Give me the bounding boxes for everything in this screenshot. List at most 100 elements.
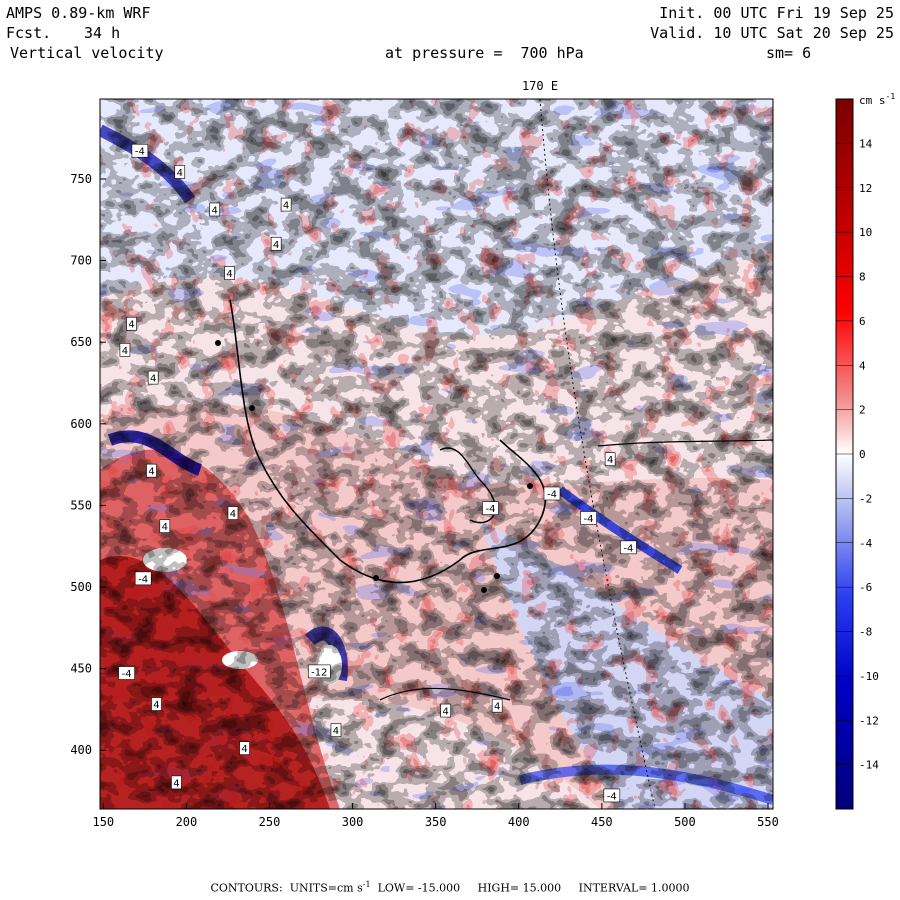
contour-label: 4	[162, 522, 168, 533]
colorbar-units: cm s-1	[859, 92, 895, 107]
field-contour-texture	[100, 99, 773, 809]
contour-label-box	[543, 486, 561, 501]
colorbar-tick-label: 0	[859, 448, 866, 461]
contour-label: -4	[486, 504, 496, 515]
y-tick-label: 650	[70, 335, 92, 349]
colorbar-tick-label: -10	[859, 670, 879, 683]
contour-label-box	[146, 463, 157, 478]
contour-label-box	[227, 506, 239, 520]
station-dot	[481, 587, 487, 593]
contour-label: -4	[623, 543, 633, 554]
contour-label-box	[604, 452, 616, 467]
plot-frame	[99, 98, 774, 810]
model-title: AMPS 0.89-km WRF	[6, 4, 151, 22]
y-tick-label: 500	[70, 580, 92, 594]
x-tick-label: 450	[591, 815, 613, 829]
colorbar-tick-label: 2	[859, 404, 866, 417]
contour-label: -4	[607, 791, 617, 802]
contour-label-box	[440, 703, 451, 718]
shelf-line	[379, 687, 511, 701]
contour-label: -4	[547, 489, 557, 500]
contour-label-box	[330, 723, 342, 737]
contour-label: 4	[442, 707, 448, 718]
station-dot	[215, 340, 221, 346]
footer-high: HIGH= 15.000	[477, 881, 562, 895]
contour-label: 4	[122, 346, 128, 357]
station-dot	[527, 483, 533, 489]
contour-label-box	[224, 266, 235, 280]
init-time: Init. 00 UTC Fri 19 Sep 25	[659, 4, 894, 22]
contour-label: 4	[241, 744, 247, 755]
contour-label-box	[174, 165, 186, 179]
contour-label: 4	[607, 455, 613, 466]
contour-label-box	[147, 370, 159, 385]
y-tick-label: 550	[70, 498, 92, 512]
colorbar-units-text: cm s	[859, 94, 886, 107]
colorbar-tick-label: -6	[859, 581, 872, 594]
y-axis: 400 450 500 550 600 650 700 750	[70, 172, 106, 757]
contour-label: -4	[122, 669, 132, 680]
contour-label: -4	[135, 147, 145, 158]
station-dot	[249, 405, 255, 411]
colorbar-ticks: 14 12 10 8 6 4 2 0 -2 -4 -6 -8 -10 -12 -14	[836, 137, 879, 772]
x-tick-label: 400	[508, 815, 530, 829]
contour-label: 4	[333, 726, 339, 737]
contour-label: -4	[584, 514, 594, 525]
y-tick-label: 750	[70, 172, 92, 186]
footer-units-exponent: -1	[362, 880, 371, 889]
contour-label-box	[171, 775, 182, 790]
colorbar-tick-label: -14	[859, 759, 879, 772]
colorbar-tick-label: -12	[859, 714, 879, 727]
contour-label-box	[126, 316, 137, 331]
colorbar-tick-label: 14	[859, 137, 873, 150]
y-tick-label: 600	[70, 417, 92, 431]
contour-label-box	[491, 698, 503, 713]
colorbar-tick-label: -4	[859, 537, 873, 550]
smoothing-label: sm= 6	[766, 44, 812, 62]
contour-label-box	[118, 666, 135, 680]
contour-label: 4	[230, 509, 236, 520]
colorbar-tick-label: 10	[859, 226, 872, 239]
contour-label: 4	[153, 700, 159, 711]
contour-label: 4	[211, 205, 217, 216]
contour-footer: CONTOURS: UNITS=cm s-1 LOW= -15.000 HIGH…	[0, 880, 900, 895]
contour-label: 4	[173, 778, 179, 789]
x-tick-label: 150	[92, 815, 114, 829]
x-tick-label: 300	[342, 815, 364, 829]
contour-label-box	[239, 741, 250, 755]
contour-label: -4	[138, 574, 148, 585]
footer-low: LOW= -15.000	[377, 881, 461, 895]
x-tick-label: 200	[176, 815, 198, 829]
field-name: Vertical velocity	[10, 44, 164, 62]
contour-label-box	[151, 697, 162, 711]
contour-label: 4	[283, 201, 289, 212]
y-tick-label: 400	[70, 743, 92, 757]
meridian-label: 170 E	[522, 79, 558, 93]
ice-edge-line	[597, 439, 773, 447]
y-tick-label: 700	[70, 254, 92, 268]
x-tick-label: 350	[425, 815, 447, 829]
contour-label: 4	[273, 240, 279, 251]
footer-units: UNITS=cm s	[289, 881, 363, 895]
contour-label-box	[580, 511, 597, 525]
pressure-level: at pressure = 700 hPa	[385, 44, 584, 62]
contour-label: -12	[311, 667, 327, 678]
contour-label: 4	[177, 168, 183, 179]
contour-label-box	[119, 343, 131, 357]
contour-label-box	[308, 664, 331, 679]
colorbar-tick-label: -8	[859, 626, 872, 639]
footer-interval: INTERVAL= 1.0000	[578, 881, 690, 895]
contour-label: 4	[494, 702, 500, 713]
island-outline	[439, 447, 496, 524]
forecast-hours: 34 h	[84, 24, 121, 42]
footer-contours: CONTOURS:	[210, 881, 283, 895]
contour-labels: -4 4 4 4 4 4 4 4 4 4 4 4 -4 -4 4 -12 4 4 4 -4 -4 -4 4 -4 -4 4 4	[118, 143, 637, 802]
contour-label-box	[131, 143, 149, 158]
colorbar-units-exponent: -1	[886, 92, 896, 101]
coastline	[229, 299, 547, 584]
colorbar-tick-label: 8	[859, 271, 866, 284]
contour-label-box	[280, 197, 292, 212]
colorbar-tick-label: 6	[859, 315, 866, 328]
velocity-field	[100, 99, 773, 809]
